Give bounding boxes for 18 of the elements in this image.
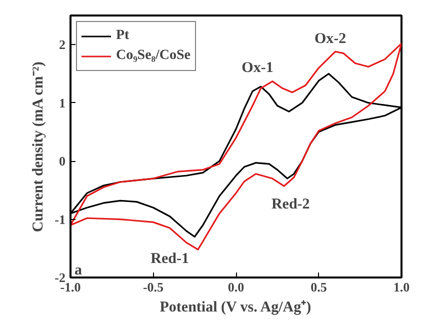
x-tick-label: 0.5	[310, 280, 328, 294]
y-axis-title: Current density (mA cm⁻²)	[30, 62, 47, 232]
x-tick-label: 1.0	[393, 280, 410, 294]
annotation: a	[74, 262, 82, 278]
annotation: Red-1	[150, 250, 189, 267]
annotation: Ox-1	[242, 60, 274, 76]
y-tick-label: 0	[59, 154, 66, 169]
legend-label: Pt	[116, 28, 130, 44]
y-tick-label: 2	[59, 37, 66, 52]
annotation: Ox-2	[314, 30, 346, 47]
x-tick-label: 0.0	[228, 280, 244, 294]
x-tick-label: -0.5	[142, 280, 164, 294]
x-axis-title: Potential (V vs. Ag/Ag⁺)	[160, 300, 312, 316]
legend-label: Co₉Se₈/CoSe	[116, 48, 191, 64]
y-tick-label: 1	[59, 95, 66, 110]
annotation: Red-2	[271, 196, 310, 213]
y-tick-label: -2	[54, 270, 66, 285]
y-tick-label: -1	[54, 212, 66, 227]
